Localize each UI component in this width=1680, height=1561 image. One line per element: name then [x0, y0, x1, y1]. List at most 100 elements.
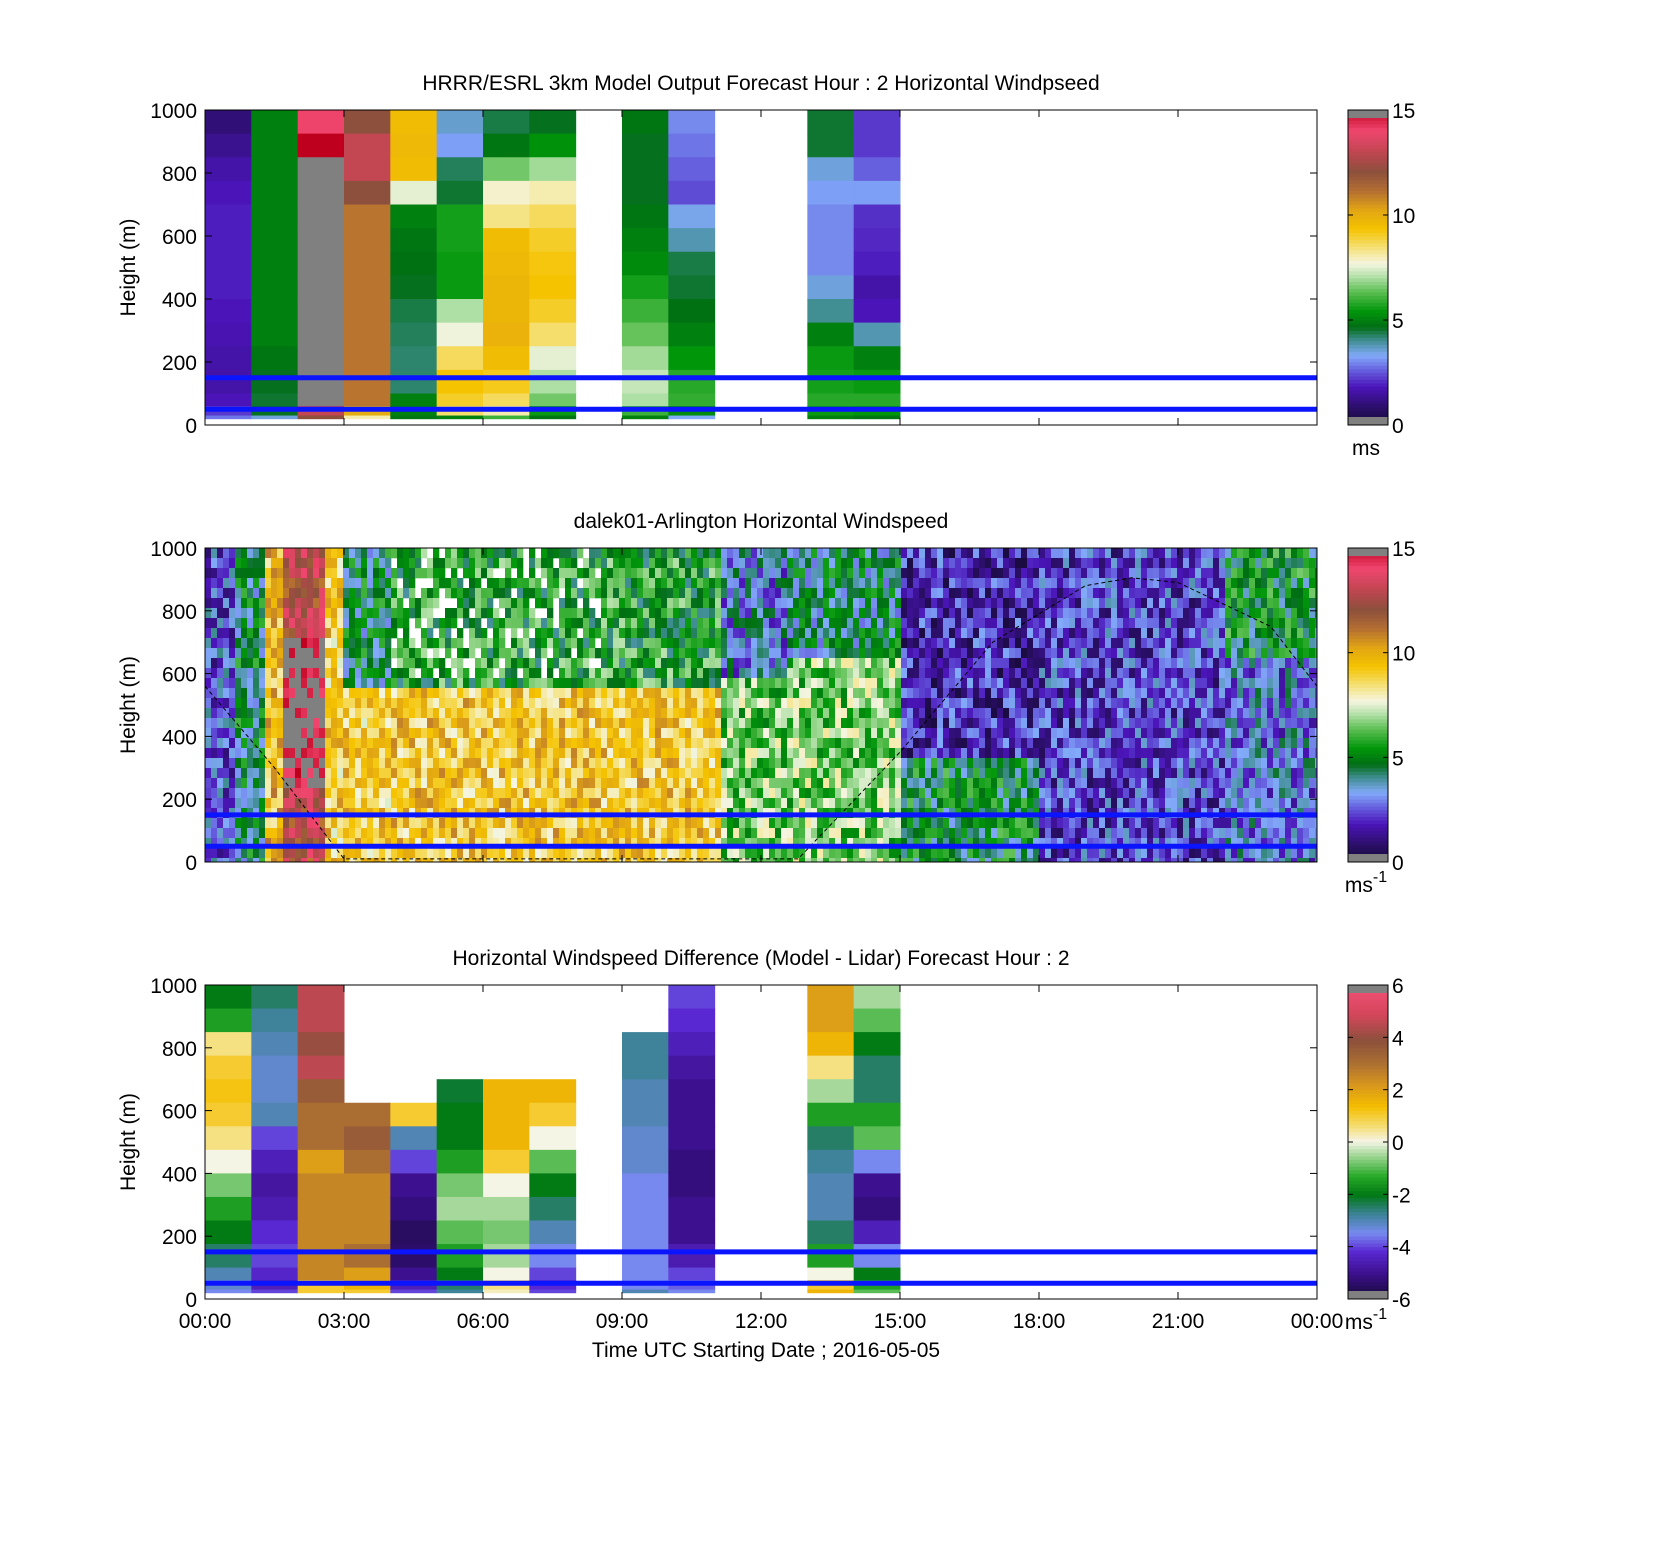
heatmap-cell [1063, 688, 1070, 699]
heatmap-cell [313, 568, 320, 579]
heatmap-cell [361, 578, 368, 589]
heatmap-cell [475, 568, 482, 579]
heatmap-cell [895, 678, 902, 689]
heatmap-cell [1093, 588, 1100, 599]
heatmap-cell [487, 678, 494, 689]
heatmap-cell [481, 818, 488, 829]
heatmap-cell [769, 728, 776, 739]
heatmap-cell [883, 768, 890, 779]
heatmap-cell [295, 778, 302, 789]
heatmap-cell [307, 828, 314, 839]
heatmap-cell [937, 588, 944, 599]
heatmap-cell [979, 828, 986, 839]
heatmap-cell [445, 588, 452, 599]
heatmap-cell [445, 608, 452, 619]
heatmap-cell [673, 768, 680, 779]
heatmap-cell [535, 588, 542, 599]
heatmap-cell [1021, 728, 1028, 739]
heatmap-cell [241, 858, 248, 862]
heatmap-cell [343, 638, 350, 649]
heatmap-cell [577, 698, 584, 709]
heatmap-cell [541, 688, 548, 699]
heatmap-cell [529, 588, 536, 599]
heatmap-cell [901, 638, 908, 649]
heatmap-cell [433, 758, 440, 769]
heatmap-cell [829, 708, 836, 719]
heatmap-cell [1027, 688, 1034, 699]
heatmap-cell [853, 133, 901, 158]
heatmap-cell [373, 578, 380, 589]
heatmap-cell [859, 708, 866, 719]
heatmap-cell [733, 748, 740, 759]
heatmap-cell [973, 798, 980, 809]
heatmap-cell [715, 778, 722, 789]
heatmap-cell [277, 598, 284, 609]
heatmap-cell [1069, 608, 1076, 619]
heatmap-cell [229, 648, 236, 659]
heatmap-cell [805, 698, 812, 709]
heatmap-cell [739, 818, 746, 829]
heatmap-cell [529, 768, 536, 779]
heatmap-cell [853, 768, 860, 779]
heatmap-cell [955, 648, 962, 659]
heatmap-cell [733, 698, 740, 709]
heatmap-cell [289, 668, 296, 679]
heatmap-cell [835, 598, 842, 609]
heatmap-cell [241, 718, 248, 729]
heatmap-cell [607, 568, 614, 579]
heatmap-cell [517, 768, 524, 779]
heatmap-cell [445, 848, 452, 859]
heatmap-cell [229, 728, 236, 739]
heatmap-cell [319, 748, 326, 759]
heatmap-cell [571, 848, 578, 859]
heatmap-cell [799, 818, 806, 829]
heatmap-cell [223, 578, 230, 589]
heatmap-cell [1009, 848, 1016, 859]
heatmap-cell [517, 678, 524, 689]
heatmap-cell [493, 838, 500, 849]
heatmap-cell [1027, 578, 1034, 589]
heatmap-cell [841, 618, 848, 629]
heatmap-cell [1033, 558, 1040, 569]
heatmap-cell [265, 698, 272, 709]
heatmap-cell [781, 578, 788, 589]
heatmap-cell [913, 588, 920, 599]
heatmap-cell [859, 608, 866, 619]
heatmap-cell [1093, 658, 1100, 669]
heatmap-cell [679, 558, 686, 569]
heatmap-cell [979, 748, 986, 759]
heatmap-cell [805, 568, 812, 579]
heatmap-cell [403, 818, 410, 829]
heatmap-cell [517, 618, 524, 629]
heatmap-cell [1069, 698, 1076, 709]
heatmap-cell [397, 698, 404, 709]
heatmap-cell [313, 798, 320, 809]
heatmap-cell [325, 708, 332, 719]
heatmap-cell [889, 678, 896, 689]
heatmap-cell [583, 848, 590, 859]
heatmap-cell [913, 758, 920, 769]
heatmap-cell [325, 608, 332, 619]
heatmap-cell [1051, 688, 1058, 699]
heatmap-cell [973, 858, 980, 862]
heatmap-cell [297, 133, 345, 158]
heatmap-cell [691, 758, 698, 769]
heatmap-cell [967, 768, 974, 779]
heatmap-cell [361, 558, 368, 569]
heatmap-cell [697, 778, 704, 789]
heatmap-cell [709, 778, 716, 789]
heatmap-cell [601, 788, 608, 799]
heatmap-cell [961, 598, 968, 609]
heatmap-cell [895, 648, 902, 659]
heatmap-cell [589, 798, 596, 809]
heatmap-cell [337, 708, 344, 719]
heatmap-cell [517, 698, 524, 709]
heatmap-cell [487, 638, 494, 649]
heatmap-cell [217, 818, 224, 829]
heatmap-cell [763, 768, 770, 779]
heatmap-cell [301, 758, 308, 769]
heatmap-cell [721, 698, 728, 709]
heatmap-cell [807, 180, 855, 205]
heatmap-cell [403, 858, 410, 862]
heatmap-cell [955, 558, 962, 569]
